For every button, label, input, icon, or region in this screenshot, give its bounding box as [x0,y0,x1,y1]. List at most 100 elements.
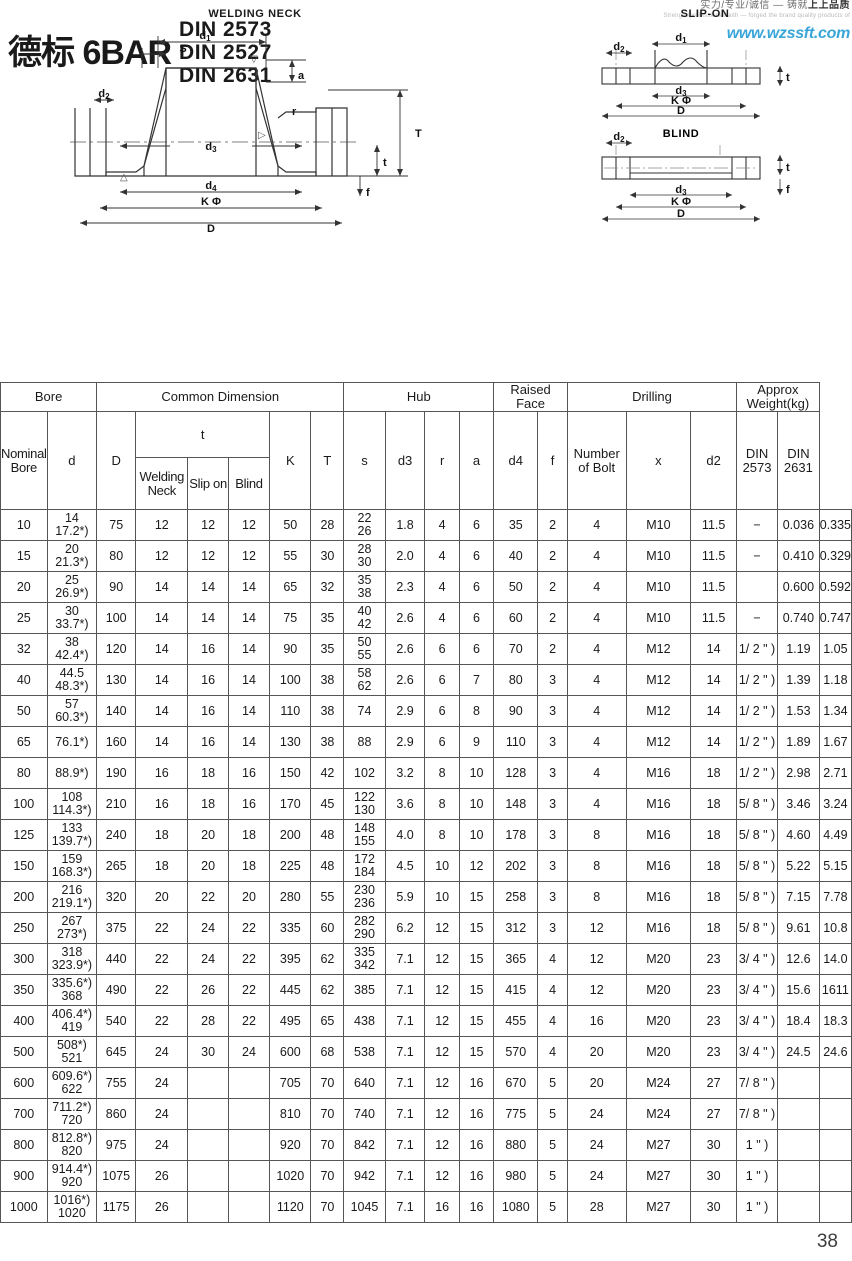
cell-T: 48 [310,819,345,851]
cell-d3: 3.2 [384,757,426,789]
cell-t-slip-on: 30 [187,1036,229,1068]
cell-t-blind: 12 [227,509,271,541]
table-row: 65 76.1*) 160 14 16 14 130 38 88 2.9 6 9 110 3 4 M12 14 1… [0,726,852,758]
cell-f: 3 [537,912,568,944]
cell-r: 10 [424,881,460,913]
cell-d2-drill: 30 [690,1129,738,1161]
col-header-t-slip-on: Slip on [187,457,229,510]
cell-D: 120 [96,633,137,665]
cell-r: 4 [424,602,460,634]
cell-r: 4 [424,540,460,572]
cell-weight-din-2573: 0.036 [777,509,820,541]
cell-d: 914.4*) 920 [46,1160,98,1192]
cell-D: 160 [96,726,137,758]
col-header-T: T [310,411,345,510]
cell-D: 975 [96,1129,137,1161]
cell-d2: − [736,509,779,541]
dim-label-d: D [207,223,215,235]
cell-t-slip-on: 12 [187,540,229,572]
dim-label-d3: d3 [675,184,687,197]
table-row: 1000 1016*) 1020 1175 26 1120 70 1045 7.1 16 16 108… [0,1191,852,1223]
website-url[interactable]: www.wzssft.com [726,25,851,42]
cell-r: 8 [424,788,460,820]
blind-label: BLIND [663,128,700,140]
cell-number-of-bolt: 4 [566,633,627,665]
cell-d2-drill: 14 [690,695,738,727]
cell-nominal-bore: 400 [0,1005,48,1037]
cell-f: 3 [537,881,568,913]
cell-f: 4 [537,1036,568,1068]
cell-d2-drill: 11.5 [690,571,738,603]
cell-s: 538 [343,1036,386,1068]
cell-number-of-bolt: 8 [566,819,627,851]
cell-f: 2 [537,509,568,541]
cell-d3: 7.1 [384,1191,426,1223]
cell-d: 108 114.3*) [46,788,98,820]
cell-t-slip-on: 16 [187,633,229,665]
cell-weight-din-2631: 0.335 [818,509,852,541]
cell-K: 100 [269,664,312,696]
cell-weight-din-2573: 2.98 [777,757,820,789]
cell-r: 4 [424,571,460,603]
cell-s: 148 155 [343,819,386,851]
cell-weight-din-2631: 18.3 [818,1005,852,1037]
cell-r: 12 [424,1005,460,1037]
cell-f: 5 [537,1160,568,1192]
col-header-s: s [343,411,386,510]
table-row: 25 30 33.7*) 100 14 14 14 75 35 40 42 2.6 4 6 60 2 4 M10 1… [0,602,852,634]
cell-d: 20 21.3*) [46,540,98,572]
cell-number-of-bolt: 4 [566,571,627,603]
cell-f: 5 [537,1098,568,1130]
cell-f: 3 [537,850,568,882]
cell-s: 1045 [343,1191,386,1223]
cell-d2: 7/ 8 " ) [736,1098,779,1130]
cell-d2: 5/ 8 " ) [736,912,779,944]
cell-d: 216 219.1*) [46,881,98,913]
cell-number-of-bolt: 16 [566,1005,627,1037]
cell-s: 102 [343,757,386,789]
cell-x: M27 [625,1160,692,1192]
cell-d2-drill: 23 [690,943,738,975]
cell-number-of-bolt: 4 [566,726,627,758]
cell-d2: 7/ 8 " ) [736,1067,779,1099]
cell-d2: 5/ 8 " ) [736,819,779,851]
cell-t-slip-on: 20 [187,850,229,882]
table-row: 500 508*) 521 645 24 30 24 600 68 538 7.1 12 15 570 4 2… [0,1036,852,1068]
table-row: 50 57 60.3*) 140 14 16 14 110 38 74 2.9 6 8 90 3 4 M12 14… [0,695,852,727]
cell-t-welding-neck: 18 [135,850,189,882]
group-header-bore: Bore [0,382,98,412]
cell-x: M20 [625,974,692,1006]
cell-number-of-bolt: 8 [566,881,627,913]
group-header-drilling: Drilling [566,382,738,412]
cell-d: 711.2*) 720 [46,1098,98,1130]
cell-d: 508*) 521 [46,1036,98,1068]
slip-on-label: SLIP-ON [680,8,730,20]
cell-s: 842 [343,1129,386,1161]
cell-d2-drill: 14 [690,633,738,665]
cell-K: 90 [269,633,312,665]
cell-T: 48 [310,850,345,882]
cell-weight-din-2631 [818,1129,852,1161]
cell-d: 267 273*) [46,912,98,944]
cell-d: 609.6*) 622 [46,1067,98,1099]
cell-t-blind: 22 [227,974,271,1006]
cell-weight-din-2631 [818,1067,852,1099]
cell-d3: 2.9 [384,726,426,758]
cell-x: M12 [625,695,692,727]
cell-D: 240 [96,819,137,851]
cell-weight-din-2573: 1.19 [777,633,820,665]
col-header-nominal-bore: Nominal Bore [0,411,48,510]
cell-s: 385 [343,974,386,1006]
cell-T: 35 [310,602,345,634]
cell-d2-drill: 11.5 [690,602,738,634]
cell-t-slip-on: 16 [187,695,229,727]
cell-f: 3 [537,788,568,820]
cell-d4: 128 [493,757,539,789]
cell-a: 15 [458,1036,495,1068]
welding-neck-drawing: d1 S d2 d3 d4 K Φ D T t f a r ▽ ▷ △ [70,30,422,235]
cell-D: 440 [96,943,137,975]
cell-t-welding-neck: 14 [135,633,189,665]
cell-t-slip-on: 20 [187,819,229,851]
col-header-r: r [424,411,460,510]
cell-weight-din-2573: 0.600 [777,571,820,603]
